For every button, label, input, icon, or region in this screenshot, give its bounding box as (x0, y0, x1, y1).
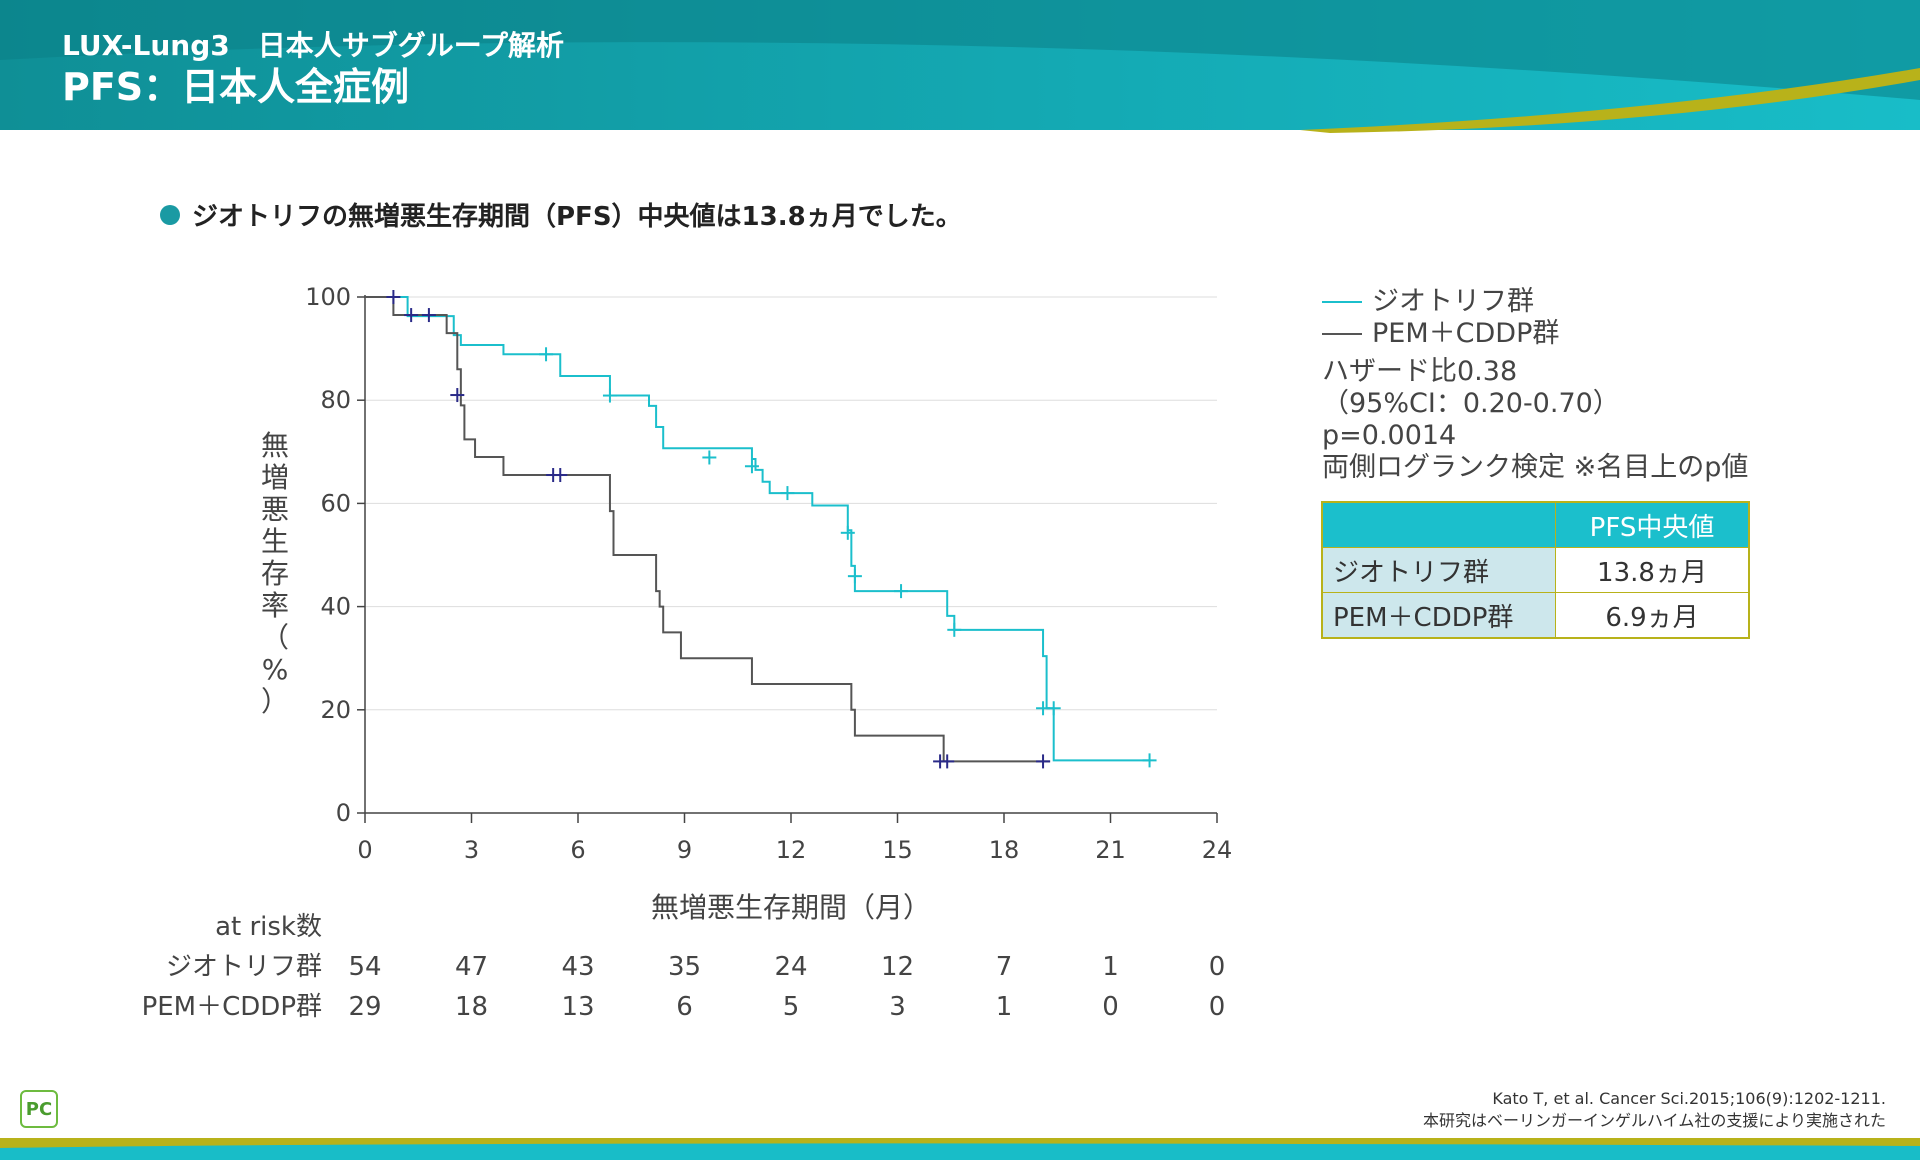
at-risk-value: 5 (783, 992, 800, 1022)
summary-bullet: ジオトリフの無増悪生存期間（PFS）中央値は13.8ヵ月でした。 (160, 196, 962, 233)
x-tick-label: 3 (464, 836, 479, 864)
y-tick-label: 40 (320, 593, 351, 621)
at-risk-value: 24 (774, 952, 807, 982)
hazard-ratio: ハザード比0.38 (1322, 356, 1518, 387)
y-tick-label: 60 (320, 489, 351, 517)
citation-sponsor: 本研究はベーリンガーインゲルハイム社の支援により実施された (1422, 1111, 1886, 1130)
series-line (365, 296, 1150, 762)
median-value: 13.8ヵ月 (1555, 547, 1750, 593)
at-risk-value: 0 (1102, 992, 1119, 1022)
legend-item-afatinib: ジオトリフ群 (1322, 286, 1748, 318)
grid-lines (365, 296, 1217, 711)
x-tick-label: 15 (882, 836, 913, 864)
at-risk-value: 0 (1209, 992, 1226, 1022)
at-risk-value: 7 (996, 952, 1013, 982)
median-table-header: PFS中央値 (1555, 501, 1750, 548)
at-risk-value: 6 (676, 992, 693, 1022)
citation-reference: Kato T, et al. Cancer Sci.2015;106(9):12… (1492, 1089, 1886, 1108)
at-risk-value: 54 (348, 952, 381, 982)
at-risk-value: 3 (889, 992, 906, 1022)
median-group: ジオトリフ群 (1321, 547, 1556, 593)
median-group: PEM＋CDDP群 (1321, 592, 1556, 639)
y-tick-label: 100 (305, 283, 351, 311)
y-tick-label: 80 (320, 386, 351, 414)
at-risk-value: 12 (881, 952, 914, 982)
summary-text: ジオトリフの無増悪生存期間（PFS）中央値は13.8ヵ月でした。 (192, 202, 962, 232)
x-tick-label: 12 (776, 836, 807, 864)
at-risk-row-label: PEM＋CDDP群 (142, 992, 322, 1022)
axes (357, 295, 1218, 823)
median-table-row: PEM＋CDDP群 6.9ヵ月 (1321, 592, 1750, 639)
at-risk-value: 18 (455, 992, 488, 1022)
logo: PC (20, 1090, 58, 1128)
at-risk-label: at risk数 (215, 912, 322, 942)
hazard-stats: ハザード比0.38 （95%CI：0.20-0.70） p=0.0014 両側ロ… (1322, 356, 1748, 484)
p-value: p=0.0014 (1322, 420, 1457, 451)
median-table: PFS中央値 ジオトリフ群 13.8ヵ月 PEM＋CDDP群 6.9ヵ月 (1321, 501, 1750, 639)
citation: Kato T, et al. Cancer Sci.2015;106(9):12… (1423, 1088, 1886, 1132)
x-tick-label: 21 (1095, 836, 1126, 864)
test-note: 両側ログランク検定 ※名目上のp値 (1322, 452, 1749, 483)
confidence-interval: （95%CI：0.20-0.70） (1322, 388, 1620, 419)
curves (365, 290, 1157, 769)
legend-label-afatinib: ジオトリフ群 (1372, 286, 1534, 317)
at-risk-value: 35 (668, 952, 701, 982)
at-risk-row-label: ジオトリフ群 (166, 952, 322, 982)
x-tick-label: 18 (989, 836, 1020, 864)
legend: ジオトリフ群 PEM＋CDDP群 ハザード比0.38 （95%CI：0.20-0… (1322, 286, 1748, 484)
y-tick-label: 0 (336, 799, 351, 827)
median-table-header-row: PFS中央値 (1321, 501, 1750, 548)
page-title: PFS：日本人全症例 (62, 65, 410, 109)
at-risk-value: 43 (561, 952, 594, 982)
header-subtitle: LUX-Lung3 日本人サブグループ解析 (62, 29, 565, 62)
median-table-row: ジオトリフ群 13.8ヵ月 (1321, 547, 1750, 593)
bullet-dot-icon (160, 204, 180, 225)
y-tick-label: 20 (320, 696, 351, 724)
series-line (365, 296, 1051, 763)
y-axis-label: 無増悪生存率（%） (261, 429, 289, 718)
x-tick-label: 24 (1202, 836, 1233, 864)
legend-swatch-afatinib (1322, 301, 1362, 303)
at-risk-value: 1 (1102, 952, 1119, 982)
legend-item-pem: PEM＋CDDP群 (1322, 318, 1748, 350)
at-risk-value: 0 (1209, 952, 1226, 982)
legend-swatch-pem (1322, 333, 1362, 335)
at-risk-value: 29 (348, 992, 381, 1022)
footer-band (0, 1138, 1920, 1160)
x-tick-label: 9 (677, 836, 692, 864)
at-risk-value: 47 (455, 952, 488, 982)
x-tick-label: 0 (357, 836, 372, 864)
median-table-corner (1321, 501, 1556, 548)
x-axis-label: 無増悪生存期間（月） (651, 891, 931, 924)
tick-labels: 0 20 40 60 80 100 0 3 6 9 12 15 18 21 24 無増悪生存期間（月） 無増悪生… (261, 283, 1232, 924)
x-tick-label: 6 (570, 836, 585, 864)
legend-label-pem: PEM＋CDDP群 (1372, 318, 1560, 349)
median-value: 6.9ヵ月 (1555, 592, 1750, 639)
header-band (0, 0, 1920, 133)
at-risk-value: 1 (996, 992, 1013, 1022)
header: LUX-Lung3 日本人サブグループ解析 PFS：日本人全症例 (62, 28, 564, 110)
at-risk-value: 13 (561, 992, 594, 1022)
